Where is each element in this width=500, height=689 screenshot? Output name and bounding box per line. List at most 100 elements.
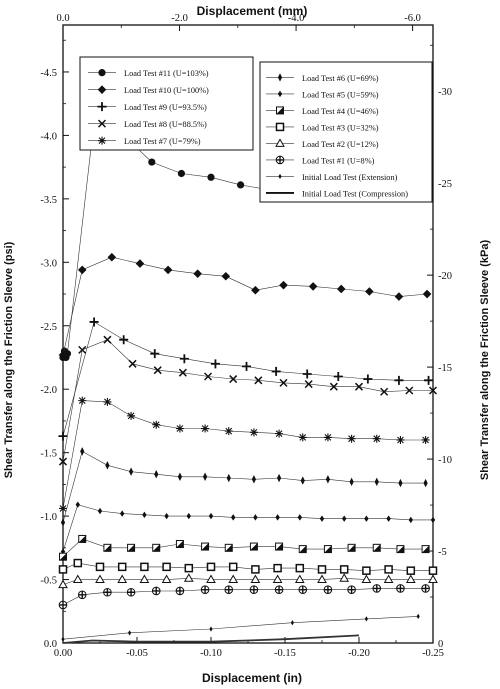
series-8 <box>59 534 430 561</box>
legend-marker <box>275 155 285 165</box>
series-line <box>62 256 428 355</box>
data-point <box>383 574 394 584</box>
data-point <box>294 574 305 584</box>
series-3 <box>58 317 434 441</box>
data-point <box>97 507 103 515</box>
data-point <box>275 542 284 551</box>
data-point <box>405 386 414 395</box>
data-point <box>162 562 171 572</box>
y-left-tick-label: -2.0 <box>40 385 57 396</box>
data-point <box>251 285 260 295</box>
data-point <box>380 387 389 396</box>
legend-marker <box>97 119 107 128</box>
legend-marker <box>98 136 106 145</box>
data-point <box>78 345 87 354</box>
data-point <box>58 350 68 360</box>
series-5 <box>59 396 430 513</box>
data-point <box>148 158 156 166</box>
data-point <box>206 562 216 572</box>
data-point <box>276 473 282 483</box>
data-point <box>78 396 87 405</box>
data-point <box>423 478 428 488</box>
data-point <box>207 173 215 181</box>
data-point <box>139 574 150 584</box>
data-point <box>151 586 161 596</box>
data-point <box>193 269 202 279</box>
data-point <box>308 282 318 291</box>
data-point <box>142 511 147 519</box>
data-point <box>364 616 368 622</box>
data-point <box>224 543 233 552</box>
series-line <box>62 634 360 644</box>
data-point <box>275 514 280 521</box>
legend-label: Load Test #11 (U=103%) <box>124 69 209 78</box>
data-point <box>279 280 288 290</box>
data-point <box>152 420 161 429</box>
series-6 <box>60 447 428 527</box>
x-top-tick-label: -2.0 <box>171 13 188 24</box>
legend-marker <box>277 73 283 82</box>
data-point <box>201 542 210 551</box>
data-point <box>58 431 68 441</box>
data-point <box>128 359 137 368</box>
legend-box <box>259 61 433 203</box>
data-point <box>103 335 112 344</box>
data-point <box>323 433 332 442</box>
data-point <box>208 512 214 520</box>
data-point <box>249 428 258 437</box>
x-top-axis-title: Displacement (mm) <box>197 4 308 18</box>
series-line <box>62 400 426 509</box>
legend-marker <box>98 69 106 77</box>
data-point <box>304 380 313 389</box>
data-point <box>228 562 238 572</box>
data-point <box>59 504 67 513</box>
data-point <box>428 574 438 584</box>
data-point <box>209 626 213 632</box>
data-point <box>384 565 393 574</box>
data-point <box>406 566 416 575</box>
y-left-axis-title: Shear Transfer along the Friction Sleeve… <box>3 241 15 478</box>
data-point <box>105 461 110 470</box>
data-point <box>184 563 194 573</box>
data-point <box>152 543 161 552</box>
data-point <box>398 478 403 488</box>
x-bottom-tick-label: -0.25 <box>422 648 444 659</box>
data-point <box>364 515 369 522</box>
data-point <box>95 562 105 572</box>
data-point <box>317 574 327 584</box>
data-point <box>135 259 145 268</box>
data-point <box>201 424 210 433</box>
series-4 <box>58 335 438 466</box>
data-point <box>271 366 281 376</box>
legend-item: Load Test #1 (U=8%) <box>266 155 375 165</box>
data-point <box>394 292 404 301</box>
data-point <box>103 587 112 597</box>
legend-right: Load Test #6 (U=69%) Load Test #5 (U=59%)… <box>259 61 433 203</box>
data-point <box>323 585 333 595</box>
series-11 <box>58 584 430 610</box>
y-left-tick-label: -1.0 <box>40 512 57 523</box>
data-point <box>325 475 331 484</box>
data-point <box>237 181 245 189</box>
data-point <box>228 574 239 584</box>
series-line <box>62 588 426 606</box>
data-point <box>78 534 87 543</box>
y-right-tick-label: -25 <box>438 179 452 190</box>
x-top-tick-label: 0.0 <box>56 13 69 24</box>
data-point <box>250 574 261 584</box>
data-point <box>336 284 346 294</box>
data-point <box>128 630 132 636</box>
data-point <box>249 542 258 551</box>
data-point <box>302 369 312 379</box>
y-left-tick-label: -2.5 <box>40 322 57 333</box>
legend-label: Load Test #4 (U=46%) <box>302 107 379 116</box>
legend-item: Load Test #5 (U=59%) <box>266 90 379 99</box>
y-right-axis-title: Shear Transfer along the Friction Sleeve… <box>479 240 491 481</box>
data-point <box>75 501 80 508</box>
data-point <box>349 477 354 487</box>
y-right-tick-label: -10 <box>438 455 452 466</box>
legend-marker <box>97 102 107 112</box>
data-point <box>175 540 184 549</box>
data-point <box>428 566 438 575</box>
data-point <box>103 397 112 406</box>
